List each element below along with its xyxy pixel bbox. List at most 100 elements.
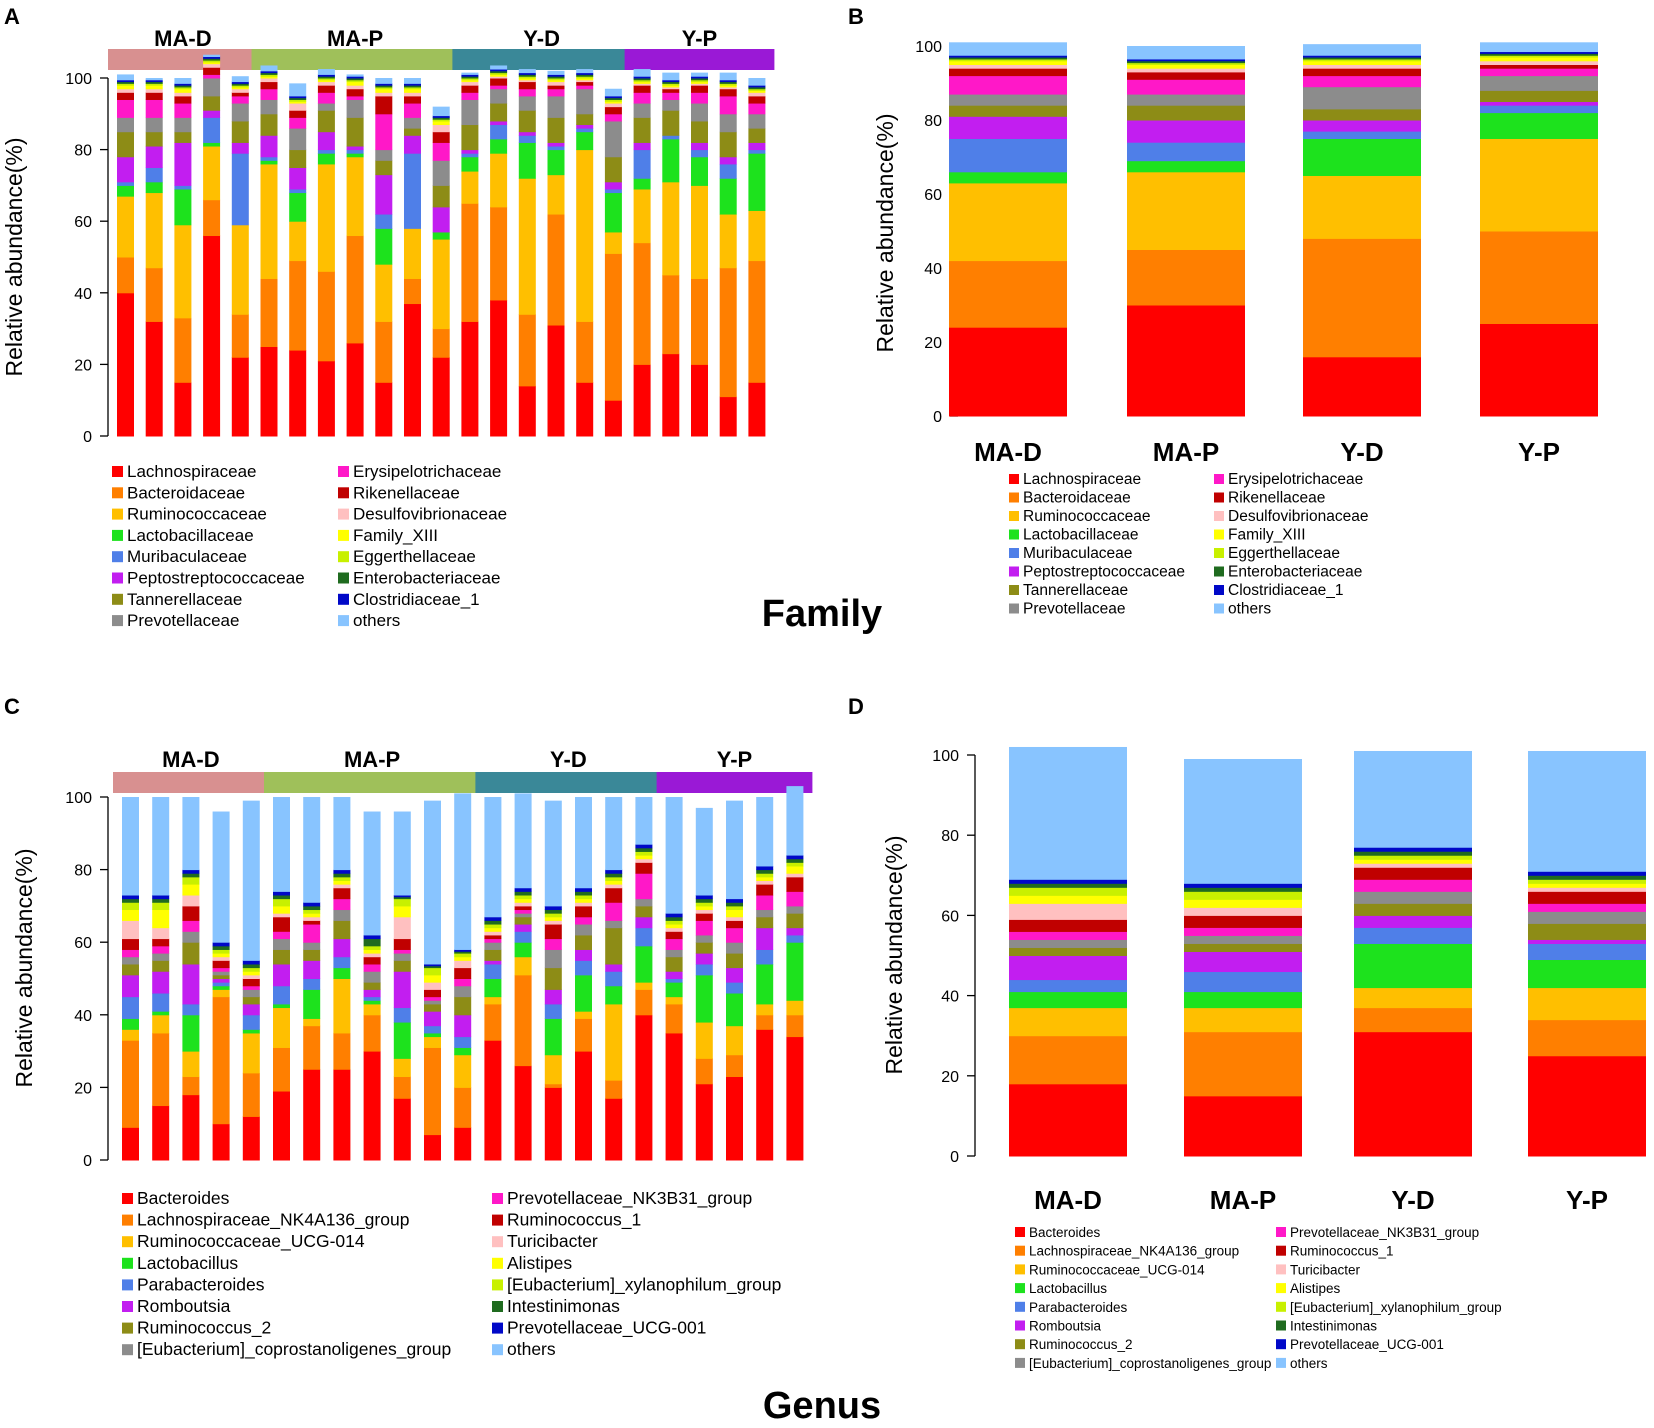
0-bar-segment-peptostreptococcaceae (461, 149, 479, 154)
2-bar-segment-bacteroides (122, 1127, 139, 1161)
0-bar-segment-family-xiii (633, 81, 651, 84)
1-legend-label: Prevotellaceae (1023, 601, 1126, 618)
0-bar-segment-lactobacillaceae (461, 156, 479, 172)
0-bar-segment-desulfovibrionaceae (346, 85, 364, 90)
2-bar-segment-prevotellaceae-nk3b31-group (363, 963, 381, 972)
2-bar-segment-ruminococcus-2 (484, 949, 502, 961)
0-bar-segment-eggerthellaceae (748, 88, 766, 92)
2-bar-segment--eubacterium-coprostanoligenes-group (212, 971, 230, 976)
2-bar-segment-prevotellaceae-ucg-001 (242, 960, 260, 965)
0-legend-swatch (338, 529, 349, 541)
2-bar-segment-ruminococcus-1 (122, 938, 139, 950)
2-bar-segment-ruminococcaceae-ucg-014 (695, 1022, 713, 1059)
2-bar-segment--eubacterium-xylanophilum-group (514, 895, 532, 900)
3-y-tick-label: 60 (941, 908, 959, 925)
0-bar-segment-eggerthellaceae (518, 76, 536, 79)
2-bar-segment-lactobacillus (363, 1000, 381, 1005)
2-bar-segment--eubacterium-xylanophilum-group (212, 949, 230, 954)
0-bar-segment-desulfovibrionaceae (633, 83, 651, 86)
group-label-y-p: Y-P (682, 26, 717, 51)
0-bar-segment-tannerellaceae (317, 110, 335, 133)
0-bar-segment-enterobacteriaceae (662, 81, 680, 84)
2-bar-segment-ruminococcus-2 (363, 982, 381, 990)
0-bar-segment-enterobacteriaceae (691, 78, 708, 81)
2-bar-segment-bacteroides (333, 1069, 351, 1161)
panel-d-chart: 0 20 40 60 80 100 Relative abundance(%) MA-D MA-… (881, 746, 1646, 1371)
0-bar-segment-muribaculaceae (547, 146, 565, 151)
0-bar-segment-desulfovibrionaceae (518, 79, 536, 83)
2-bar-segment-lachnospiraceae-nk4a136-group (756, 1014, 774, 1030)
0-bar-segment-family-xiii (346, 81, 364, 86)
2-bar-segment--eubacterium-xylanophilum-group (122, 902, 139, 911)
0-bar-segment-tannerellaceae (604, 156, 622, 183)
2-legend-swatch (492, 1344, 503, 1356)
3-legend-swatch (1015, 1357, 1025, 1368)
0-bar-segment-tannerellaceae (576, 113, 594, 126)
3-legend-swatch (1015, 1301, 1025, 1312)
2-bar-segment--eubacterium-xylanophilum-group (393, 898, 411, 907)
3-legend-swatch (1276, 1245, 1286, 1256)
0-bar-segment-prevotellaceae (174, 117, 192, 133)
0-bar-segment-enterobacteriaceae (117, 81, 134, 84)
2-bar-segment-bacteroides (575, 1051, 592, 1161)
0-bar-segment-desulfovibrionaceae (317, 81, 335, 86)
2-bar-segment-others (424, 800, 441, 965)
0-bar-segment-rikenellaceae (317, 85, 335, 93)
0-bar-segment-enterobacteriaceae (576, 74, 594, 77)
3-legend-swatch (1276, 1283, 1286, 1294)
2-bar-segment-others (544, 800, 562, 907)
0-bar-segment-erysipelotrichaceae (203, 74, 221, 79)
2-bar-segment-ruminococcus-2 (212, 974, 230, 979)
0-bar-segment-desulfovibrionaceae (231, 88, 249, 93)
0-legend-label: Family_XIII (353, 526, 438, 545)
0-bar-segment-family-xiii (547, 79, 565, 83)
3-bar-segment-lachnospiraceae-nk4a136-group (1184, 1031, 1302, 1097)
2-bar-segment--eubacterium-coprostanoligenes-group (182, 931, 200, 943)
1-legend-swatch (1214, 566, 1224, 577)
2-bar-segment--eubacterium-xylanophilum-group (303, 909, 321, 914)
3-legend-label: Prevotellaceae_NK3B31_group (1290, 1225, 1479, 1240)
0-bar-segment-enterobacteriaceae (231, 83, 249, 86)
3-legend-swatch (1276, 1339, 1286, 1350)
1-legend-swatch (1009, 548, 1019, 558)
0-bar-segment-bacteroidaceae (547, 214, 565, 326)
3-legend-swatch (1015, 1227, 1025, 1237)
3-bar-segment-turicibacter (1354, 863, 1472, 868)
2-legend-swatch (492, 1236, 503, 1248)
0-bar-segment-bacteroidaceae (461, 203, 479, 322)
1-legend-swatch (1009, 585, 1019, 595)
2-bar-segment--eubacterium-coprostanoligenes-group (393, 953, 411, 961)
2-bar-segment-lachnospiraceae-nk4a136-group (665, 1003, 683, 1034)
0-bar-segment-family-xiii (117, 85, 134, 90)
1-legend-label: Tannerellaceae (1023, 582, 1128, 599)
1-bar-segment-tannerellaceae (949, 105, 1067, 117)
2-bar-segment-bacteroides (454, 1127, 472, 1161)
2-legend-swatch (122, 1236, 133, 1248)
0-bar-segment-lachnospiraceae (518, 385, 536, 437)
0-bar-segment-tannerellaceae (719, 131, 737, 158)
0-bar-segment-family-xiii (662, 85, 680, 88)
2-bar-segment-romboutsia (242, 1003, 260, 1016)
2-bar-segment--eubacterium-xylanophilum-group (726, 905, 743, 911)
0-bar-segment-desulfovibrionaceae (490, 76, 508, 79)
1-bar-segment-eggerthellaceae (1480, 55, 1598, 58)
0-bar-segment-erysipelotrichaceae (117, 99, 134, 118)
2-bar-segment-others (212, 811, 230, 943)
3-bar-segment-lachnospiraceae-nk4a136-group (1528, 1019, 1646, 1057)
2-bar-segment-alistipes (544, 916, 562, 921)
2-bar-segment-prevotellaceae-nk3b31-group (756, 895, 774, 911)
1-bar-segment-bacteroidaceae (949, 260, 1067, 328)
0-legend-swatch (338, 466, 349, 477)
2-bar-segment-intestinimonas (605, 873, 623, 878)
0-bar-segment-lactobacillaceae (203, 142, 221, 147)
2-bar-segment-lachnospiraceae-nk4a136-group (363, 1014, 381, 1052)
2-bar-segment-ruminococcaceae-ucg-014 (605, 1003, 623, 1081)
2-bar-segment-parabacteroides (363, 996, 381, 1001)
0-bar-segment-ruminococcaceae (719, 214, 737, 269)
2-bar-segment-lactobacillus (333, 967, 351, 979)
0-bar-segment-muribaculaceae (748, 149, 766, 154)
3-bar-segment-prevotellaceae-nk3b31-group (1354, 879, 1472, 892)
2-bar-segment-alistipes (393, 905, 411, 918)
0-bar-segment-rikenellaceae (576, 81, 594, 86)
